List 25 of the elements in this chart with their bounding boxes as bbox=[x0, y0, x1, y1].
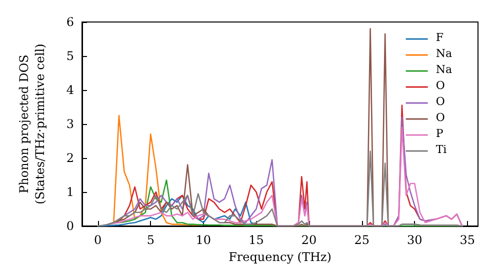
legend-label: O bbox=[436, 79, 445, 92]
legend-label: Ti bbox=[436, 143, 448, 156]
y-axis-title: Phonon projected DOS (States/THz·primitive cell) bbox=[17, 44, 47, 204]
y-tick-label: 2 bbox=[66, 151, 74, 165]
legend-label: P bbox=[436, 127, 444, 140]
y-tick-label: 4 bbox=[66, 83, 74, 97]
legend-label: F bbox=[436, 31, 444, 44]
x-tick-label: 15 bbox=[248, 233, 264, 247]
x-tick-label: 35 bbox=[460, 233, 476, 247]
x-tick-label: 10 bbox=[196, 233, 212, 247]
x-tick-label: 30 bbox=[407, 233, 422, 247]
x-axis-title: Frequency (THz) bbox=[228, 250, 332, 264]
x-tick-label: 0 bbox=[94, 233, 102, 247]
x-tick-label: 20 bbox=[301, 233, 317, 247]
y-tick-label: 0 bbox=[66, 219, 74, 233]
y-tick-label: 1 bbox=[66, 185, 74, 199]
legend-label: O bbox=[436, 111, 445, 124]
y-tick-label: 3 bbox=[66, 117, 74, 131]
y-tick-label: 5 bbox=[66, 49, 74, 63]
legend-label: O bbox=[436, 95, 445, 108]
x-tick-label: 5 bbox=[146, 233, 154, 247]
legend-label: Na bbox=[436, 47, 452, 60]
legend-label: Na bbox=[436, 63, 452, 76]
y-tick-label: 6 bbox=[66, 15, 74, 29]
x-tick-label: 25 bbox=[354, 233, 370, 247]
